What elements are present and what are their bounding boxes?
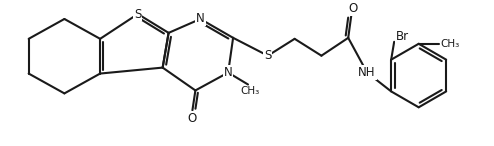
Text: NH: NH <box>358 66 376 79</box>
Text: O: O <box>188 112 197 125</box>
Text: O: O <box>349 2 358 15</box>
Text: CH₃: CH₃ <box>441 39 460 49</box>
Text: Br: Br <box>396 30 409 43</box>
Text: S: S <box>134 7 141 20</box>
Text: S: S <box>264 49 272 62</box>
Text: N: N <box>196 12 205 25</box>
Text: CH₃: CH₃ <box>241 86 260 96</box>
Text: N: N <box>224 66 233 79</box>
